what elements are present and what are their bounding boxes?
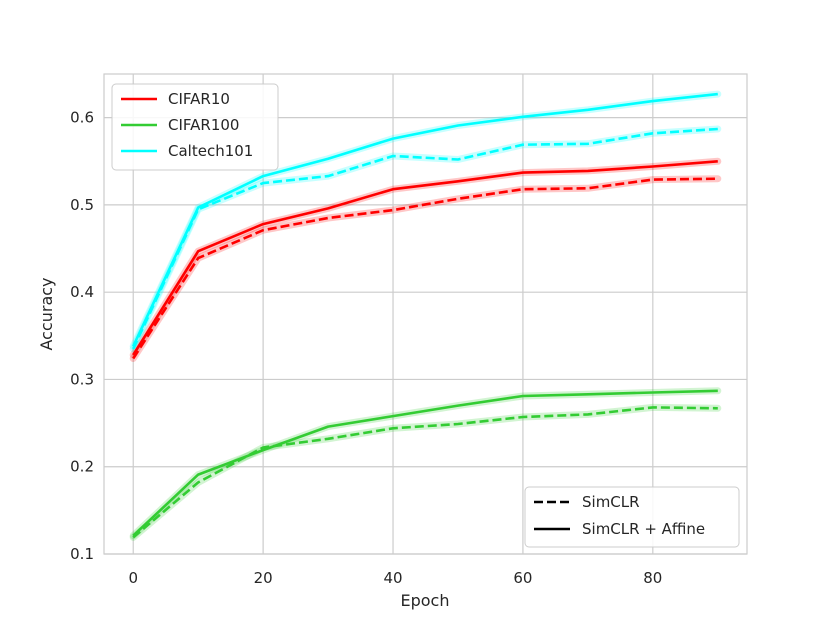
y-tick-label: 0.3 <box>70 370 94 388</box>
y-tick-label: 0.2 <box>70 458 94 476</box>
line-cifar10-simclr-affine <box>132 160 718 356</box>
y-tick-label: 0.5 <box>70 196 94 214</box>
x-tick-label: 60 <box>513 569 532 587</box>
x-tick-labels: 0 20 40 60 80 <box>128 569 662 587</box>
x-tick-label: 40 <box>383 569 402 587</box>
y-tick-labels: 0.1 0.2 0.3 0.4 0.5 0.6 <box>70 109 94 563</box>
x-tick-label: 0 <box>128 569 138 587</box>
y-tick-label: 0.6 <box>70 109 94 127</box>
line-cifar10-simclr <box>132 177 718 360</box>
y-tick-label: 0.4 <box>70 283 94 301</box>
method-legend-frame <box>524 486 740 548</box>
legend-label-caltech101: Caltech101 <box>168 142 253 160</box>
dataset-legend: CIFAR10 CIFAR100 Caltech101 <box>111 83 279 171</box>
y-axis-label: Accuracy <box>37 277 56 350</box>
legend-label-simclr-affine: SimCLR + Affine <box>582 520 705 538</box>
legend-label-simclr: SimCLR <box>582 493 640 511</box>
x-tick-label: 80 <box>643 569 662 587</box>
x-tick-label: 20 <box>254 569 273 587</box>
method-legend: SimCLR SimCLR + Affine <box>524 486 740 548</box>
line-caltech101-simclr <box>132 127 718 350</box>
x-axis-label: Epoch <box>401 591 450 610</box>
y-tick-label: 0.1 <box>70 545 94 563</box>
dataset-legend-frame <box>111 83 279 171</box>
legend-label-cifar100: CIFAR100 <box>168 116 239 134</box>
line-cifar100-simclr-affine <box>132 389 718 537</box>
line-caltech101-simclr-affine <box>132 92 718 347</box>
plot-frame <box>103 73 748 555</box>
legend-label-cifar10: CIFAR10 <box>168 90 230 108</box>
series-lines <box>132 92 718 539</box>
line-cifar100-simclr <box>132 406 718 539</box>
